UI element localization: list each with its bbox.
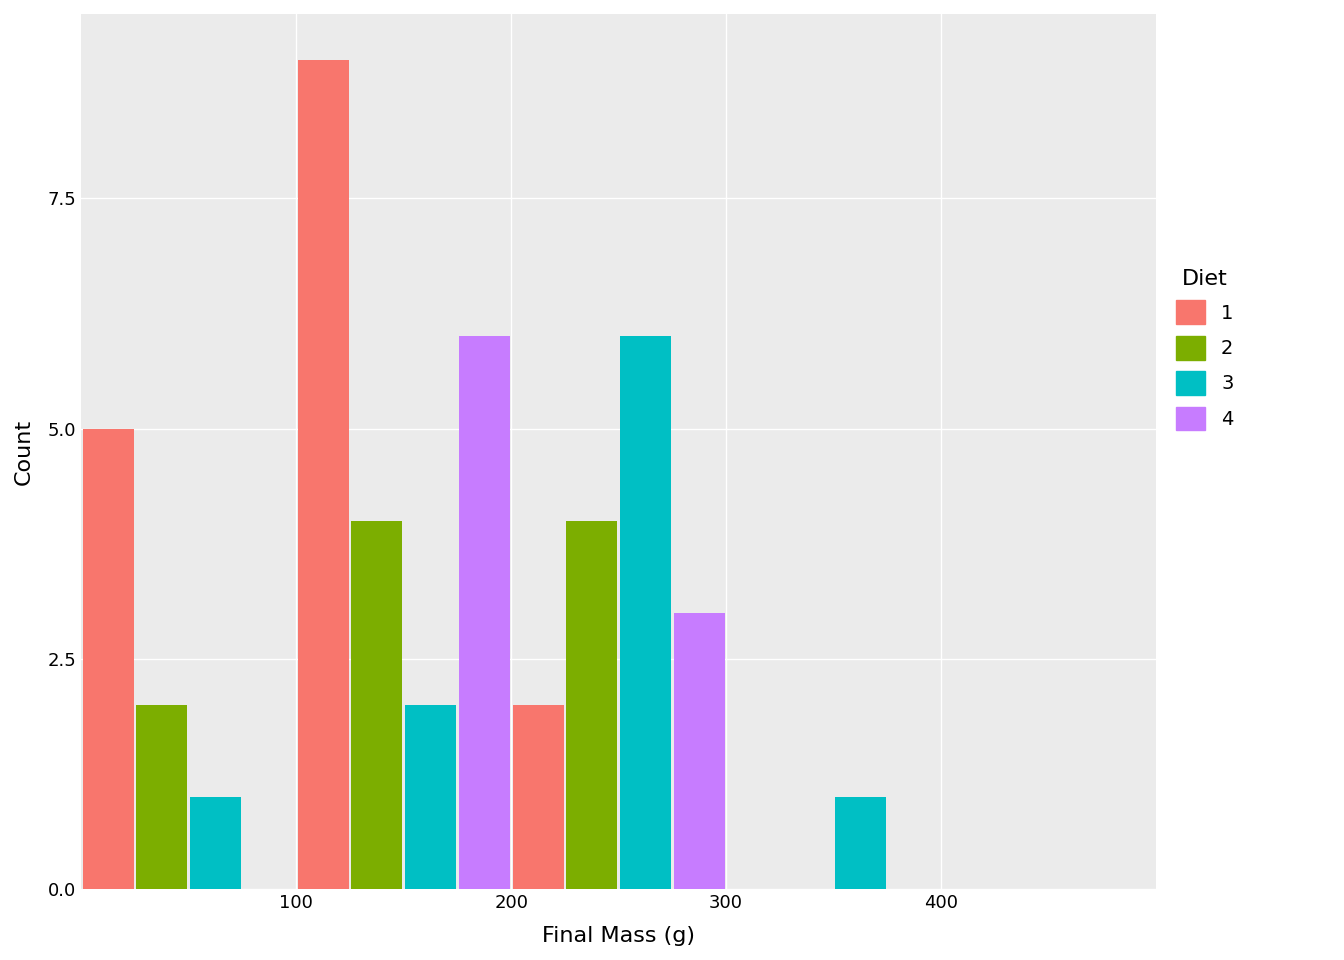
Bar <box>620 336 671 889</box>
X-axis label: Final Mass (g): Final Mass (g) <box>542 926 695 947</box>
Bar <box>405 705 456 889</box>
Bar <box>673 612 724 889</box>
Bar <box>297 60 348 889</box>
Bar <box>566 520 617 889</box>
Bar <box>458 336 509 889</box>
Y-axis label: Count: Count <box>13 419 34 485</box>
Bar <box>351 520 402 889</box>
Bar <box>83 428 134 889</box>
Legend: 1, 2, 3, 4: 1, 2, 3, 4 <box>1176 269 1234 430</box>
Bar <box>512 705 563 889</box>
Bar <box>137 705 188 889</box>
Bar <box>835 797 886 889</box>
Bar <box>191 797 241 889</box>
